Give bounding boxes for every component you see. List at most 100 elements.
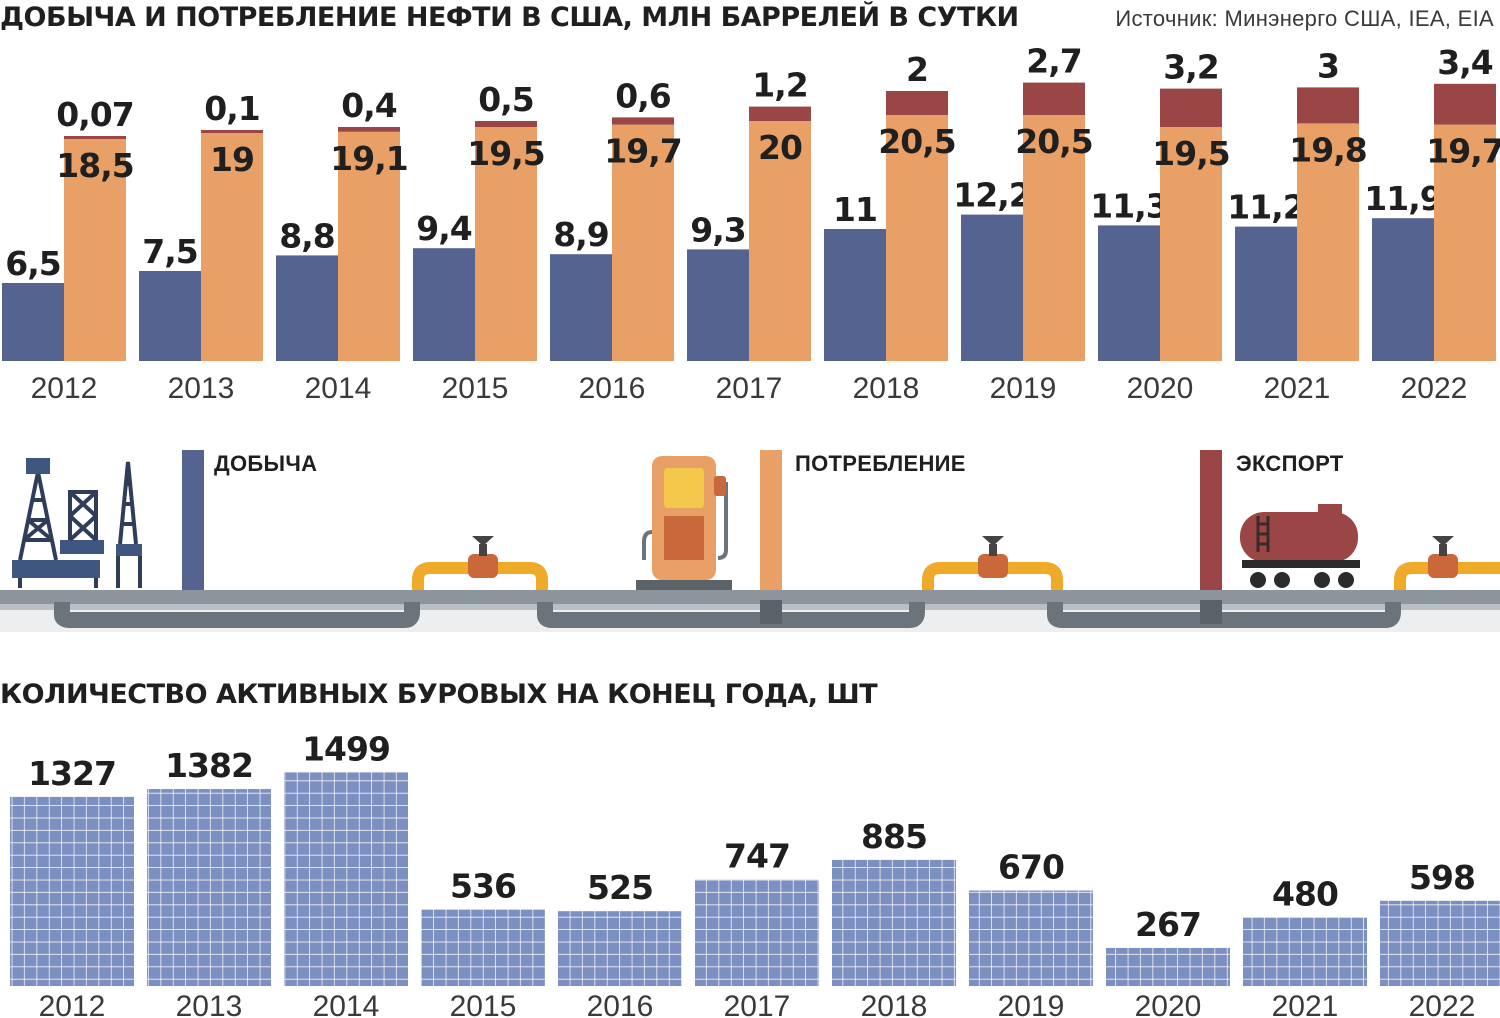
label-rigs: 1327 [28,754,116,793]
tick-year: 2012 [39,990,106,1018]
valve-icon [978,536,1008,578]
label-consumption: 19 [210,140,254,179]
main-pipe-shade [0,604,1500,610]
label-export: 2,7 [1026,42,1081,81]
bar-export [475,121,537,127]
bar-rigs [284,772,408,986]
tick-year: 2013 [176,990,243,1018]
rigs-chart-title: КОЛИЧЕСТВО АКТИВНЫХ БУРОВЫХ НА КОНЕЦ ГОД… [0,679,878,710]
bar-consumption [201,133,263,361]
tick-year: 2019 [998,990,1065,1018]
bar-export [749,106,811,121]
label-production: 12,2 [953,176,1030,215]
label-rigs: 1382 [165,746,253,785]
label-export: 1,2 [752,66,807,105]
bar-production [824,229,886,361]
main-pipe [0,590,1500,604]
bar-consumption [1023,115,1085,361]
pipeline-legend: ДОБЫЧА ПОТРЕБЛЕНИЕ ЭКСПОРТ [0,450,1500,632]
tick-year: 2019 [990,372,1057,405]
label-rigs: 1499 [302,729,390,768]
bar-production [276,255,338,361]
oil-chart: 6,518,50,0720127,5190,120138,819,10,4201… [2,42,1500,405]
bar-rigs [10,796,134,986]
bar-rigs [1106,947,1230,986]
bar-rigs [969,890,1093,986]
bar-consumption [475,127,537,361]
tick-year: 2017 [716,372,783,405]
bar-rigs [147,789,271,986]
bar-rigs [1243,917,1367,986]
legend-label-consumption: ПОТРЕБЛЕНИЕ [795,451,966,476]
valve-icon [1428,536,1458,578]
label-production: 11 [833,190,877,229]
bar-production [139,271,201,361]
label-consumption: 19,5 [1152,134,1229,173]
bar-production [2,283,64,361]
bar-production [1235,226,1297,361]
legend-label-export: ЭКСПОРТ [1236,451,1344,476]
bar-production [1372,218,1434,361]
label-consumption: 19,7 [604,132,681,171]
legend-swatch-consumption [760,450,782,590]
label-export: 2 [906,50,928,89]
bar-rigs [558,911,682,986]
bar-production [961,214,1023,361]
legend-swatch-production [182,450,204,590]
tick-year: 2013 [168,372,235,405]
tick-year: 2022 [1401,372,1468,405]
bar-consumption [612,124,674,361]
oil-rig-icon [12,458,142,588]
bar-rigs [1380,900,1500,986]
bar-production [1098,225,1160,361]
tank-car-icon [1240,504,1360,588]
fuel-pump-icon [636,456,732,590]
label-rigs: 885 [861,817,927,856]
valve-icon [468,536,498,578]
legend-label-production: ДОБЫЧА [214,451,317,476]
label-rigs: 267 [1135,905,1201,944]
tick-year: 2012 [31,372,98,405]
bar-export [1160,88,1222,127]
bar-export [201,130,263,133]
bar-export [338,127,400,132]
label-production: 11,9 [1364,179,1441,218]
tick-year: 2020 [1127,372,1194,405]
bar-consumption [64,139,126,361]
tick-year: 2022 [1409,990,1476,1018]
label-rigs: 747 [724,837,790,876]
bar-export [886,91,948,115]
label-consumption: 20 [758,128,802,167]
label-export: 0,4 [341,86,396,125]
label-rigs: 598 [1409,858,1475,897]
tick-year: 2016 [579,372,646,405]
label-production: 6,5 [5,244,60,283]
bar-export [1297,87,1359,124]
bar-consumption [338,131,400,361]
label-consumption: 19,1 [330,139,407,178]
label-consumption: 19,5 [467,134,544,173]
label-rigs: 670 [998,848,1064,887]
bar-consumption [1434,124,1496,361]
label-production: 9,4 [416,209,471,248]
bar-production [550,254,612,361]
label-rigs: 525 [587,868,653,907]
label-export: 3,4 [1437,43,1492,82]
label-consumption: 19,7 [1426,132,1500,171]
label-export: 0,5 [478,80,533,119]
label-production: 8,9 [553,215,608,254]
label-consumption: 20,5 [1015,122,1092,161]
tick-year: 2014 [313,990,380,1018]
bar-consumption [749,121,811,361]
tick-year: 2015 [442,372,509,405]
bar-consumption [1297,123,1359,362]
label-export: 3 [1317,46,1339,85]
label-consumption: 20,5 [878,122,955,161]
bar-consumption [886,115,948,361]
bar-production [413,248,475,361]
label-consumption: 19,8 [1289,130,1366,169]
tick-year: 2020 [1135,990,1202,1018]
bar-export [1434,83,1496,125]
pipe-loops [54,602,1401,628]
label-production: 11,3 [1090,186,1167,225]
